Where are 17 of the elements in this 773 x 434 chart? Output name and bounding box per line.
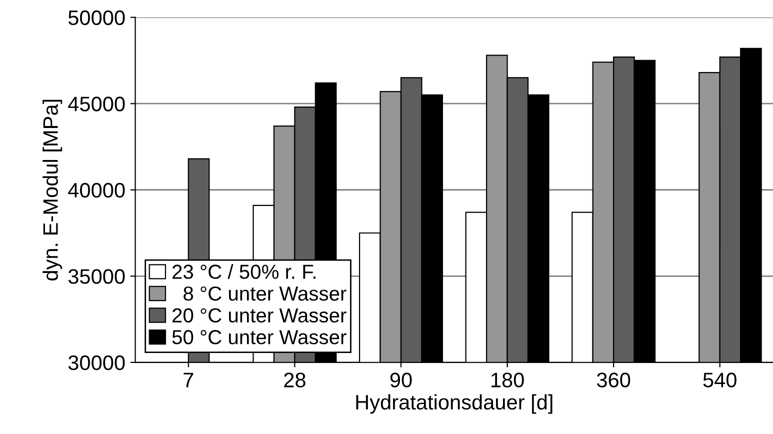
legend-label: 50 °C unter Wasser — [172, 330, 346, 344]
x-tick-label: 180 — [491, 372, 524, 388]
x-axis-title: Hydratationsdauer [d] — [356, 394, 552, 414]
y-tick-label: 45000 — [68, 96, 125, 112]
legend-label: 8 °C unter Wasser — [184, 286, 346, 301]
y-tick-label: 50000 — [68, 10, 125, 26]
y-tick-label: 30000 — [68, 355, 125, 370]
x-tick-label: 28 — [284, 372, 306, 388]
y-tick-label: 40000 — [68, 182, 125, 198]
x-tick-label: 90 — [390, 372, 412, 388]
x-tick-label: 360 — [596, 372, 630, 388]
y-tick-label: 35000 — [68, 269, 125, 284]
x-tick-label: 540 — [703, 372, 736, 388]
legend-label: 23 °C / 50% r. F. — [172, 264, 316, 279]
y-axis-title: dyn. E-Modul [MPa] — [42, 100, 62, 280]
x-tick-label: 7 — [184, 372, 194, 388]
legend-label: 20 °C unter Wasser — [172, 308, 346, 323]
